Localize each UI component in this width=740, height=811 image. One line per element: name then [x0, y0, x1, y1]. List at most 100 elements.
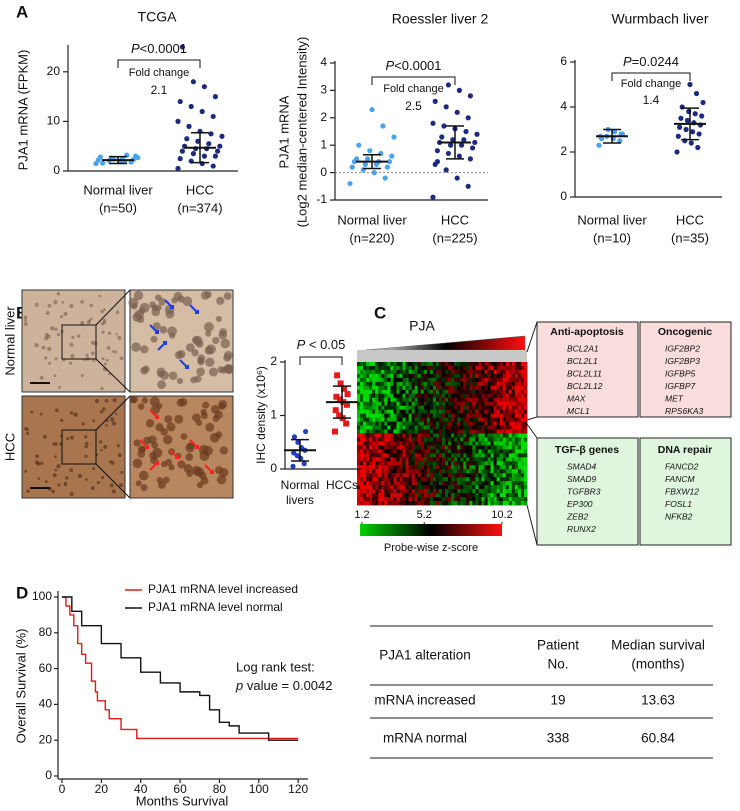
p-symbol: p [235, 678, 243, 693]
heatmap-cell [378, 365, 382, 371]
nucleus [98, 294, 101, 298]
heatmap-cell [417, 501, 422, 506]
heatmap-cell [429, 425, 434, 430]
heatmap-cell [466, 373, 470, 379]
heatmap-cell [408, 393, 413, 399]
heatmap-cell [499, 461, 504, 466]
heatmap-cell [457, 469, 461, 474]
heatmap-cell [390, 393, 394, 399]
heatmap-cell [469, 465, 473, 470]
heatmap-cell [366, 461, 370, 466]
nucleus [111, 350, 115, 353]
heatmap-cell [372, 393, 376, 399]
heatmap-cell [457, 413, 461, 419]
heatmap-cell [499, 477, 504, 482]
heatmap-cell [390, 405, 394, 411]
heatmap-cell [378, 501, 382, 506]
heatmap-cell [523, 385, 528, 391]
heatmap-cell [454, 385, 458, 391]
heatmap-cell [432, 417, 437, 422]
heatmap-cell [435, 405, 440, 411]
data-point [456, 87, 462, 93]
heatmap-cell [442, 373, 446, 379]
heatmap-cell [457, 405, 461, 411]
nucleus [200, 476, 209, 485]
heatmap-cell [357, 461, 361, 466]
heatmap-cell [454, 445, 458, 450]
heatmap-cell [363, 489, 367, 494]
heatmap-cell [466, 457, 470, 462]
heatmap-cell [445, 489, 449, 494]
heatmap-cell [438, 365, 443, 371]
heatmap-cell [384, 429, 388, 434]
heatmap-cell [463, 481, 467, 486]
heatmap-cell [369, 373, 373, 379]
heatmap-cell [420, 489, 425, 494]
heatmap-cell [417, 449, 422, 454]
heatmap-cell [408, 465, 413, 470]
nucleus [47, 346, 52, 352]
heatmap-cell [393, 389, 397, 395]
heatmap-cell [511, 501, 516, 506]
heatmap-cell [432, 477, 437, 482]
heatmap-cell [487, 481, 491, 486]
heatmap-cell [402, 417, 406, 422]
nucleus [171, 297, 178, 304]
y-axis-label: Overall Survival (%) [13, 629, 28, 744]
heatmap-cell [505, 429, 510, 434]
heatmap-cell [496, 469, 501, 474]
heatmap-cell [493, 417, 498, 422]
y-tick-label: 2 [320, 110, 327, 124]
heatmap-cell [387, 497, 391, 502]
heatmap-cell [445, 477, 449, 482]
heatmap-cell [466, 461, 470, 466]
heatmap-cell [445, 365, 449, 371]
heatmap-cell [396, 389, 400, 395]
heatmap-cell [372, 497, 376, 502]
heatmap-cell [411, 493, 416, 498]
heatmap-cell [432, 501, 437, 506]
heatmap-cell [448, 493, 452, 498]
heatmap-cell [432, 401, 437, 407]
heatmap-cell [369, 397, 373, 403]
heatmap-cell [426, 433, 431, 438]
table-header: PJA1 alteration [379, 648, 471, 663]
fold-label: Fold change [129, 67, 190, 79]
heatmap-cell [423, 365, 428, 371]
heatmap-cell [384, 493, 388, 498]
heatmap-cell [435, 461, 440, 466]
heatmap-cell [372, 493, 376, 498]
heatmap-cell [466, 497, 470, 502]
heatmap-cell [460, 365, 464, 371]
nucleus [84, 444, 88, 449]
x-tick-label: HCCs [326, 478, 358, 492]
heatmap-cell [487, 433, 491, 438]
heatmap-cell [481, 437, 485, 442]
heatmap-cell [442, 441, 446, 446]
heatmap-cell [435, 441, 440, 446]
heatmap-cell [381, 493, 385, 498]
heatmap-cell [363, 393, 367, 399]
heatmap-cell [478, 401, 482, 407]
heatmap-cell [451, 497, 455, 502]
heatmap-cell [414, 497, 419, 502]
heatmap-cell [469, 493, 473, 498]
heatmap-cell [360, 485, 364, 490]
heatmap-cell [499, 409, 504, 415]
heatmap-cell [442, 365, 446, 371]
data-point [434, 148, 440, 154]
heatmap-cell [375, 365, 379, 371]
heatmap-cell [463, 429, 467, 434]
heatmap-cell [472, 405, 476, 411]
heatmap-cell [469, 409, 473, 415]
heatmap-cell [420, 381, 425, 387]
nucleus [85, 353, 89, 357]
heatmap-cell [508, 457, 513, 462]
heatmap-cell [496, 421, 501, 426]
heatmap-cell [490, 365, 495, 371]
heatmap-cell [514, 362, 519, 367]
heatmap-cell [378, 405, 382, 411]
heatmap-cell [454, 449, 458, 454]
heatmap-cell [475, 409, 479, 415]
heatmap-cell [405, 425, 410, 430]
